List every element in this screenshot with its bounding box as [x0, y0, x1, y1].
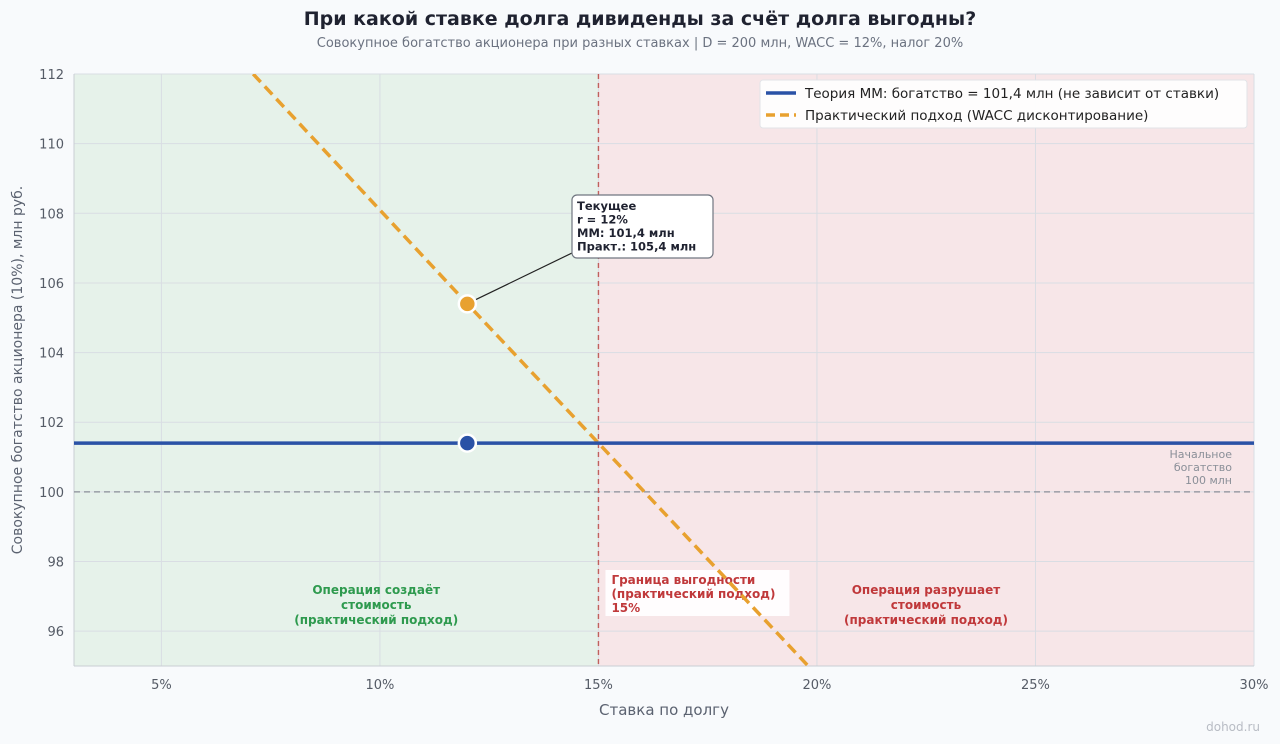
chart-subtitle: Совокупное богатство акционера при разны…	[316, 36, 964, 51]
region-label-create: Операция создаёт стоимость (практический п…	[294, 583, 458, 627]
baseline-label: Начальное богатство 100 млн	[1170, 448, 1233, 487]
x-tick-label: 25%	[1021, 678, 1050, 693]
y-tick-label: 100	[39, 486, 64, 501]
x-tick-label: 10%	[365, 678, 394, 693]
x-tick-label: 30%	[1240, 678, 1269, 693]
x-axis-label: Ставка по долгу	[599, 701, 729, 719]
mm-point	[457, 433, 478, 453]
x-tick-label: 5%	[151, 678, 172, 693]
y-tick-label: 102	[39, 416, 64, 431]
annotation-text: Текущее r = 12% ММ: 101,4 млн Практ.: 105,4…	[577, 199, 696, 254]
series-practical-line	[251, 74, 810, 666]
legend-label-mm: Теория ММ: богатство = 101,4 млн (не зав…	[804, 86, 1219, 102]
region-label-destroy: Операция разрушает стоимость (практический…	[844, 583, 1008, 627]
y-tick-label: 106	[39, 277, 64, 292]
value-destruction-zone	[598, 74, 1254, 666]
y-tick-label: 104	[39, 347, 64, 362]
legend-box	[759, 79, 1248, 129]
chart-title: При какой ставке долга дивиденды за счёт…	[303, 8, 977, 30]
x-tick-label: 20%	[803, 678, 832, 693]
y-axis-label: Совокупное богатство акционера (10%), мл…	[10, 186, 26, 554]
annotation-box	[571, 194, 714, 259]
legend-label-practical: Практический подход (WACC дисконтировани…	[805, 108, 1148, 124]
y-tick-label: 108	[39, 207, 64, 222]
y-tick-label: 98	[47, 556, 64, 571]
boundary-label: Граница выгодности (практический подход) 1…	[611, 573, 775, 615]
practical-point	[457, 294, 478, 314]
y-tick-label: 96	[47, 625, 64, 640]
watermark: dohod.ru	[1206, 720, 1260, 734]
y-tick-label: 112	[39, 68, 64, 83]
x-tick-label: 15%	[584, 678, 613, 693]
boundary-label-bg	[605, 570, 790, 616]
y-tick-label: 110	[39, 138, 64, 153]
annotation-connector	[475, 252, 573, 301]
